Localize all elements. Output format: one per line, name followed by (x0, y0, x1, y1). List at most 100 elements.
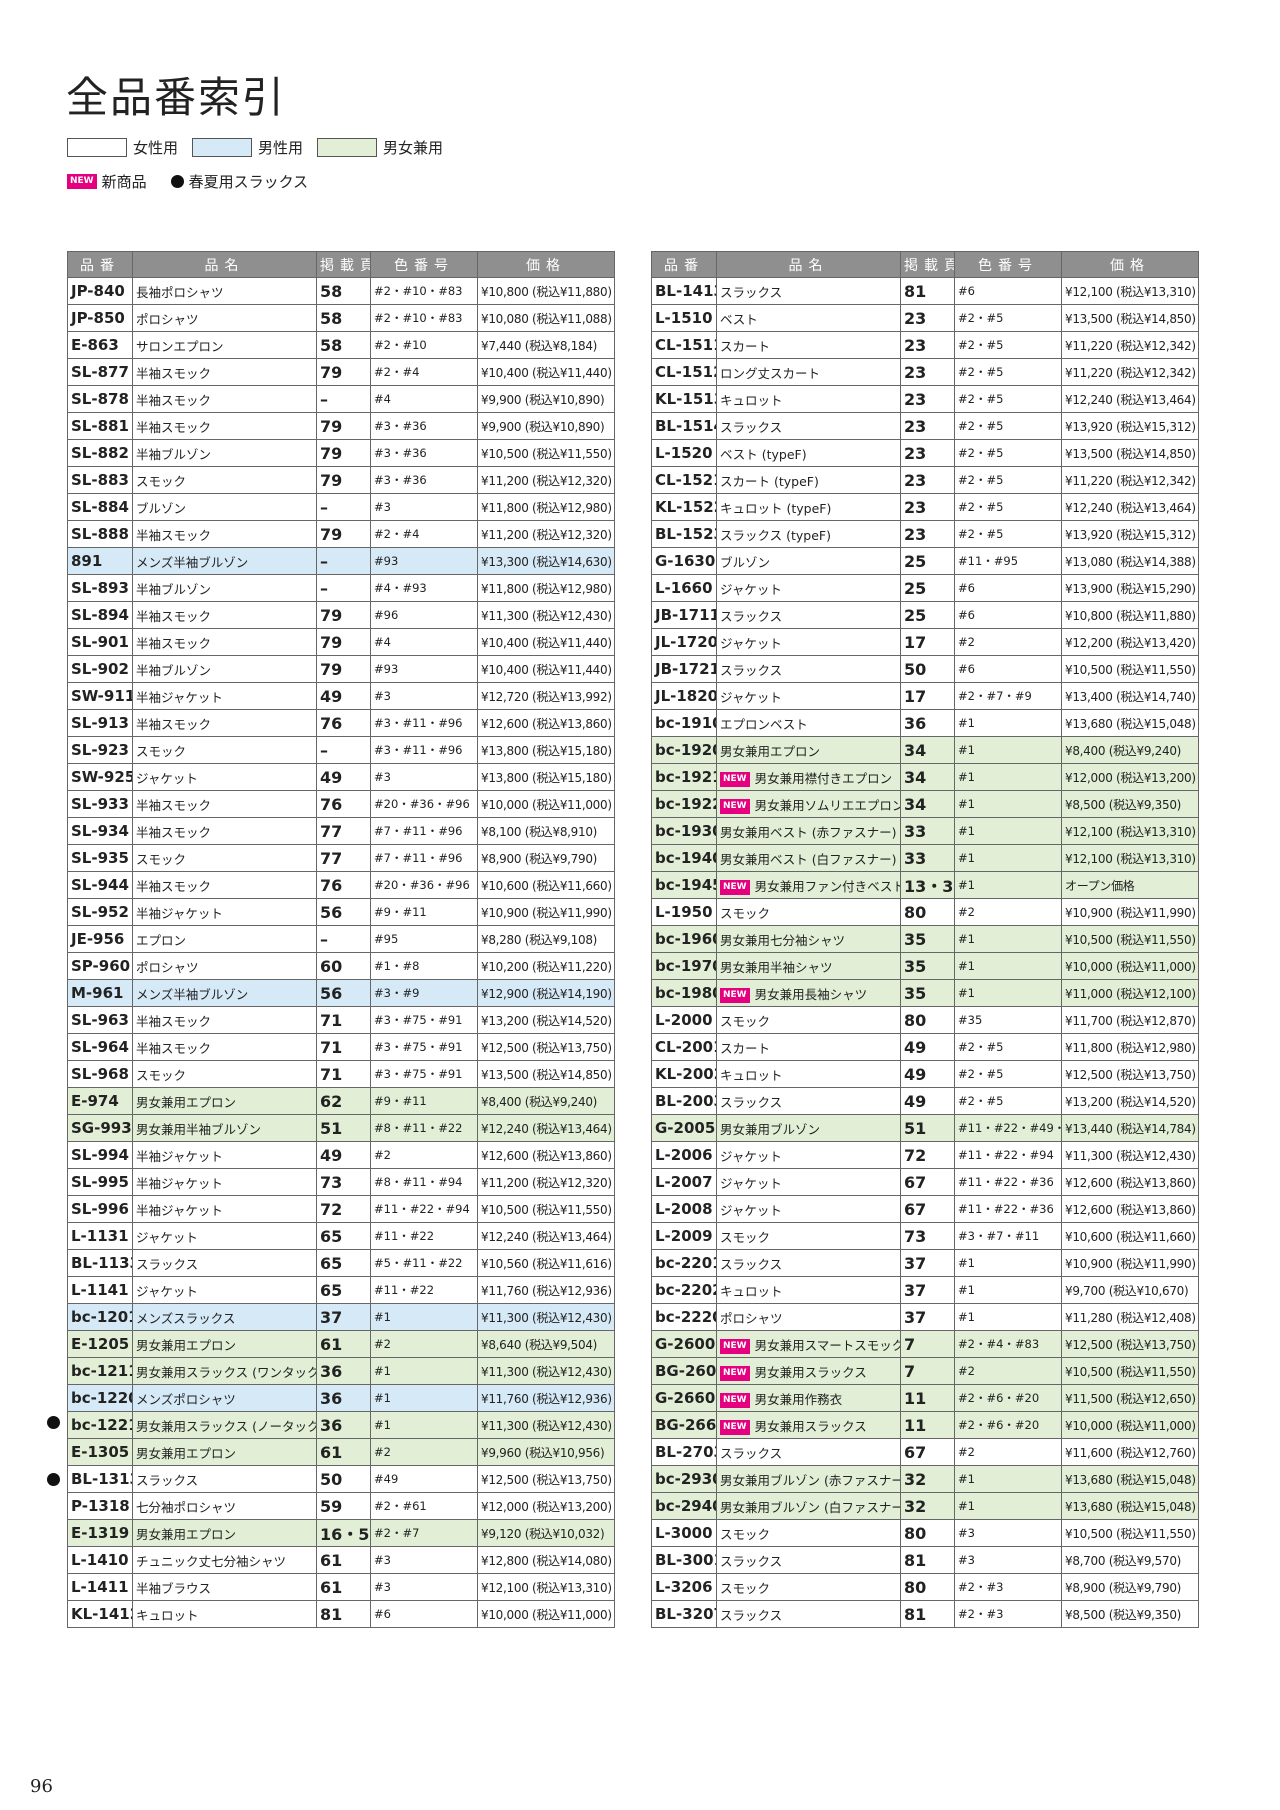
page-ref: 65 (316, 1249, 371, 1277)
page-ref: 81 (316, 1600, 371, 1628)
cell-text: ¥10,200 (税込¥11,220) (481, 959, 612, 974)
item-code: SL-877 (67, 358, 133, 386)
cell-text: 67 (904, 1172, 927, 1192)
item-code: E-1319 (67, 1519, 133, 1547)
item-code: SL-902 (67, 655, 133, 683)
item-name: ジャケット (716, 682, 901, 710)
cell-text: 半袖ブラウス (136, 1580, 212, 1596)
cell-text: #2 (374, 1337, 391, 1351)
cell-text: 36 (320, 1415, 343, 1435)
cell-text: SW-911 (71, 687, 133, 705)
legend-swatch (192, 138, 253, 157)
color-codes: #11・#22 (370, 1276, 478, 1304)
cell-text: #2・#7 (374, 1526, 420, 1540)
item-code: bc-1921 (651, 763, 717, 791)
cell-text: #3 (374, 500, 391, 514)
color-codes: #1 (370, 1411, 478, 1439)
page-ref: 56 (316, 979, 371, 1007)
cell-text: #2・#10 (374, 338, 427, 352)
cell-text: #2・#6・#20 (958, 1391, 1040, 1405)
item-name: キュロット (132, 1600, 317, 1628)
page-ref: 23 (900, 358, 955, 386)
item-name: 半袖スモック (132, 385, 317, 413)
page-ref: 60 (316, 952, 371, 980)
cell-text: 半袖スモック (136, 527, 212, 543)
page-ref: – (316, 925, 371, 953)
cell-text: #2・#5 (958, 365, 1004, 379)
cell-text: #2 (374, 1445, 391, 1459)
cell-text: 半袖スモック (136, 608, 212, 624)
cell-text: キュロット (136, 1607, 199, 1623)
table-row: CL-1512ロング丈スカート 23 #2・#5 ¥11,220 (税込¥12,342… (651, 358, 1199, 386)
item-code: JL-1720 (651, 628, 717, 656)
color-codes: #1 (954, 763, 1062, 791)
page-ref: 58 (316, 304, 371, 332)
price: ¥12,240 (税込¥13,464) (477, 1114, 615, 1142)
cell-text: #9・#11 (374, 1094, 427, 1108)
item-code: L-2007 (651, 1168, 717, 1196)
price: ¥10,560 (税込¥11,616) (477, 1249, 615, 1277)
table-row: SL-995 半袖ジャケット 73 #8・#11・#94 ¥11,200 (税込¥12,… (67, 1168, 615, 1196)
cell-text: 男女兼用エプロン (136, 1337, 237, 1353)
item-code: bc-2202 (651, 1276, 717, 1304)
price: ¥8,400 (税込¥9,240) (477, 1087, 615, 1115)
cell-text: 男女兼用襟付きエプロン (754, 770, 893, 786)
cell-text: 23 (904, 524, 927, 544)
cell-text: L-1411 (71, 1578, 129, 1596)
new-label: 新商品 (101, 173, 147, 191)
cell-text: SL-933 (71, 795, 129, 813)
cell-text: 25 (904, 551, 927, 571)
item-name: NEW 男女兼用スラックス (716, 1411, 901, 1439)
item-code: L-1660 (651, 574, 717, 602)
page-ref: 35 (900, 979, 955, 1007)
color-codes: #2・#5 (954, 493, 1062, 521)
cell-text: SL-944 (71, 876, 129, 894)
color-codes: #3・#9 (370, 979, 478, 1007)
page-ref: 76 (316, 871, 371, 899)
cell-text: ¥12,900 (税込¥14,190) (481, 986, 612, 1001)
cell-text: 7 (904, 1361, 916, 1381)
page-ref: 25 (900, 601, 955, 629)
cell-text: 51 (320, 1118, 343, 1138)
cell-text: 半袖ジャケット (136, 1175, 223, 1191)
column-header: 品番 (651, 251, 717, 278)
item-name: 半袖ブルゾン (132, 574, 317, 602)
cell-text: SL-893 (71, 579, 129, 597)
item-code: L-1520 (651, 439, 717, 467)
color-codes: #3・#75・#91 (370, 1006, 478, 1034)
cell-text: メンズポロシャツ (136, 1391, 236, 1407)
item-code: G-2005 (651, 1114, 717, 1142)
item-code: bc-1930 (651, 817, 717, 845)
cell-text: #6 (958, 284, 975, 298)
color-codes: #1 (954, 952, 1062, 980)
cell-text: ¥10,500 (税込¥11,550) (1065, 662, 1196, 677)
cell-text: #1 (958, 932, 975, 946)
item-code: SL-893 (67, 574, 133, 602)
item-name: 男女兼用ブルゾン (赤ファスナー) (716, 1465, 901, 1493)
cell-text: #3・#11・#96 (374, 743, 463, 757)
cell-text: スラックス (720, 1094, 783, 1110)
color-codes: #2・#7 (370, 1519, 478, 1547)
item-name: スモック (132, 844, 317, 872)
cell-text: 男女兼用ブルゾン (赤ファスナー) (720, 1472, 901, 1488)
table-row: SW-911 半袖ジャケット 49 #3 ¥12,720 (税込¥13,992) (67, 682, 615, 710)
cell-text: #2・#5 (958, 527, 1004, 541)
price: ¥13,200 (税込¥14,520) (477, 1006, 615, 1034)
item-name: スラックス (132, 1249, 317, 1277)
price: ¥13,680 (税込¥15,048) (1061, 1492, 1199, 1520)
item-name: NEW 男女兼用ファン付きベスト (716, 871, 901, 899)
cell-text: ¥11,300 (税込¥12,430) (1065, 1148, 1196, 1163)
table-row: E-1205 男女兼用エプロン 61 #2 ¥8,640 (税込¥9,504) (67, 1330, 615, 1358)
price: ¥10,500 (税込¥11,550) (477, 1195, 615, 1223)
price: ¥8,100 (税込¥8,910) (477, 817, 615, 845)
cell-text: #1 (374, 1418, 391, 1432)
cell-text: #3・#36 (374, 419, 427, 433)
page-ref: 79 (316, 466, 371, 494)
cell-text: G-2005 (655, 1119, 716, 1137)
item-code: L-2006 (651, 1141, 717, 1169)
price: ¥10,200 (税込¥11,220) (477, 952, 615, 980)
cell-text: 半袖スモック (136, 635, 212, 651)
cell-text: L-2007 (655, 1173, 713, 1191)
item-name: キュロット (716, 1060, 901, 1088)
cell-text: ¥9,900 (税込¥10,890) (481, 419, 605, 434)
